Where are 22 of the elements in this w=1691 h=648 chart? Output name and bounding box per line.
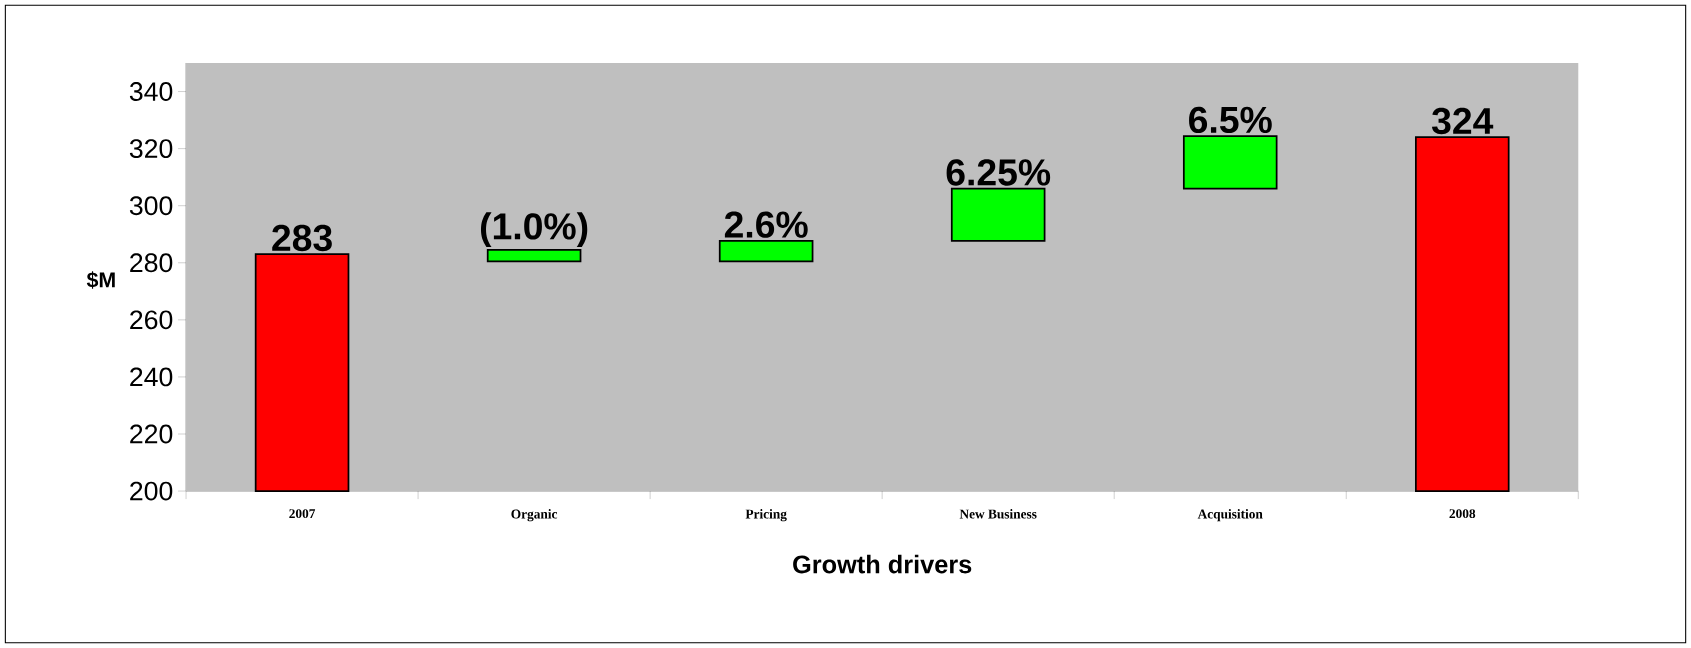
y-tick-label: 260 — [130, 310, 173, 330]
y-axis-title: $M — [86, 271, 115, 289]
data-label: 324 — [1431, 107, 1494, 135]
x-tick-label: New Business — [959, 509, 1037, 519]
x-tick-label: Pricing — [745, 509, 787, 522]
annotation: (1.0%) — [480, 212, 588, 247]
y-tick-label: 300 — [129, 196, 173, 216]
annotation: 6.5% — [1189, 106, 1272, 134]
x-tick-label: Organic — [511, 509, 558, 522]
x-axis-title: Growth drivers — [793, 554, 972, 574]
y-tick-label: 280 — [130, 253, 173, 273]
x-tick-label: Acquisition — [1197, 509, 1263, 522]
y-tick-label: 200 — [130, 481, 173, 501]
data-label: 283 — [272, 224, 332, 252]
y-tick-label: 320 — [129, 139, 173, 158]
x-tick-label: 2007 — [289, 509, 316, 519]
y-tick-label: 340 — [129, 82, 173, 101]
x-tick-label: 2008 — [1449, 509, 1476, 519]
annotation: 2.6% — [724, 211, 808, 238]
annotation: 6.25% — [946, 159, 1051, 186]
y-tick-label: 240 — [130, 367, 173, 387]
y-tick-label: 220 — [130, 424, 173, 444]
